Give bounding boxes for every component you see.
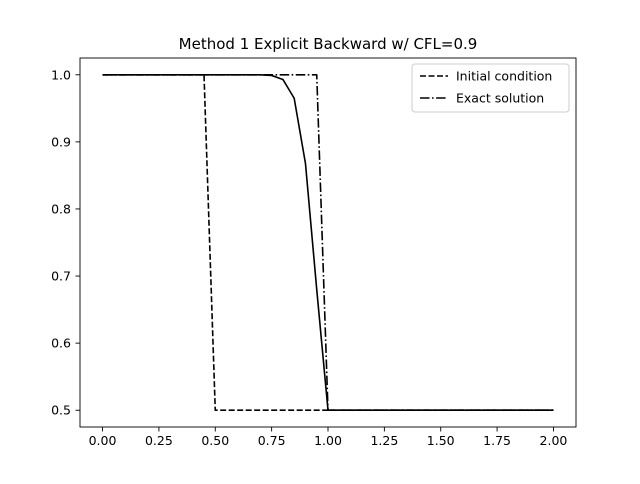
x-tick-label: 0.50 (201, 433, 229, 448)
legend-label: Initial condition (456, 69, 552, 84)
x-tick-label: 1.00 (314, 433, 342, 448)
plot-area: 0.00 0.25 0.50 0.75 1.00 1.25 1.50 1.75 2.00 0.5 0… (51, 57, 577, 448)
y-tick-label: 0.7 (51, 269, 71, 284)
x-tick-label: 1.75 (483, 433, 511, 448)
x-tick-label: 2.00 (540, 433, 568, 448)
legend-label: Exact solution (456, 91, 544, 106)
x-tick-label: 0.00 (89, 433, 117, 448)
x-tick-label: 1.50 (427, 433, 455, 448)
numerical-solution-line (102, 73, 554, 412)
y-tick-label: 0.8 (51, 201, 71, 216)
y-tick-label: 1.0 (51, 67, 71, 82)
y-tick-label: 0.6 (51, 336, 71, 351)
legend-box (411, 63, 570, 113)
chart-title: Method 1 Explicit Backward w/ CFL=0.9 (179, 35, 478, 53)
x-tick-label: 0.25 (145, 433, 173, 448)
y-tick-label: 0.9 (51, 134, 71, 149)
x-tick-label: 0.75 (258, 433, 286, 448)
y-tick-label: 0.5 (51, 403, 71, 418)
legend: Initial condition Exact solution (411, 63, 570, 113)
x-tick-label: 1.25 (370, 433, 398, 448)
